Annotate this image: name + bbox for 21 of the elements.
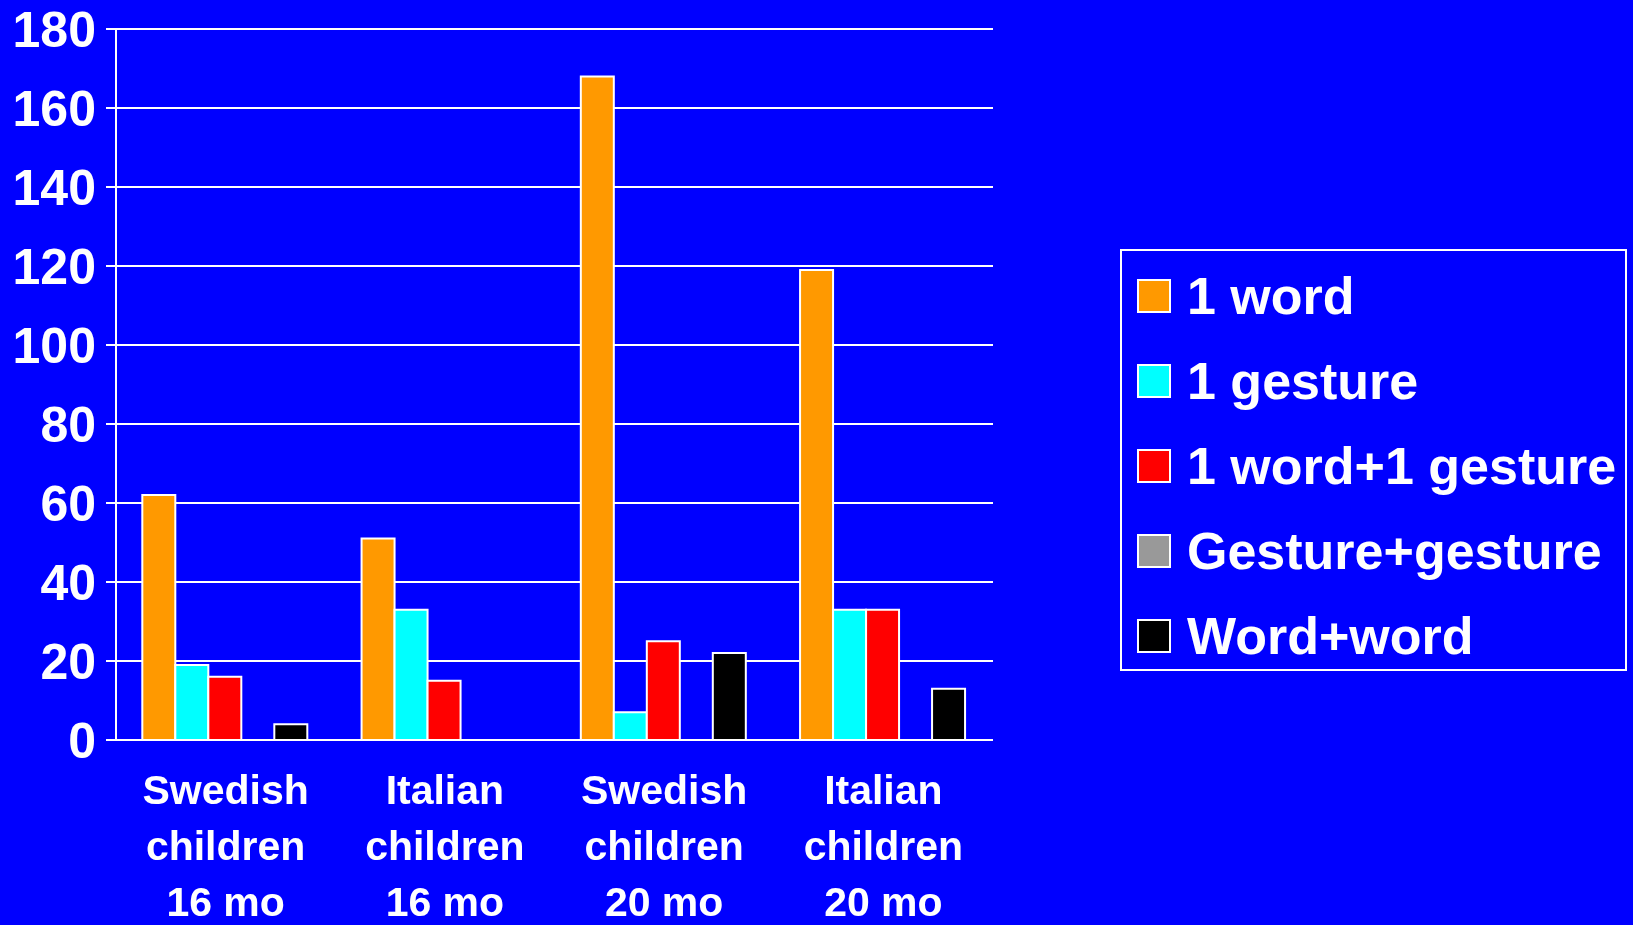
bar <box>273 723 309 740</box>
legend-label: Gesture+gesture <box>1187 520 1602 581</box>
legend-label: 1 gesture <box>1187 350 1419 411</box>
legend-label: Word+word <box>1187 605 1474 666</box>
y-tick-label: 140 <box>12 159 96 216</box>
y-tick-label: 60 <box>40 475 96 532</box>
y-tick-label: 40 <box>40 554 96 611</box>
x-tick-label: Swedish children 20 mo <box>580 767 748 925</box>
x-tick-label: Italian children 16 mo <box>365 767 525 925</box>
legend-label: 1 word <box>1187 265 1355 326</box>
x-tick-label: Swedish children 16 mo <box>142 767 309 925</box>
x-tick-label: Italian children 20 mo <box>803 767 964 925</box>
legend-label: 1 word+1 gesture <box>1187 435 1617 496</box>
y-tick-label: 180 <box>12 1 96 58</box>
y-tick-label: 80 <box>40 396 96 453</box>
y-tick-label: 160 <box>12 80 96 137</box>
y-tick-label: 0 <box>68 712 96 769</box>
y-tick-label: 100 <box>12 317 96 374</box>
bar <box>931 687 967 740</box>
y-tick-label: 20 <box>40 633 96 690</box>
y-tick-label: 120 <box>12 238 96 295</box>
